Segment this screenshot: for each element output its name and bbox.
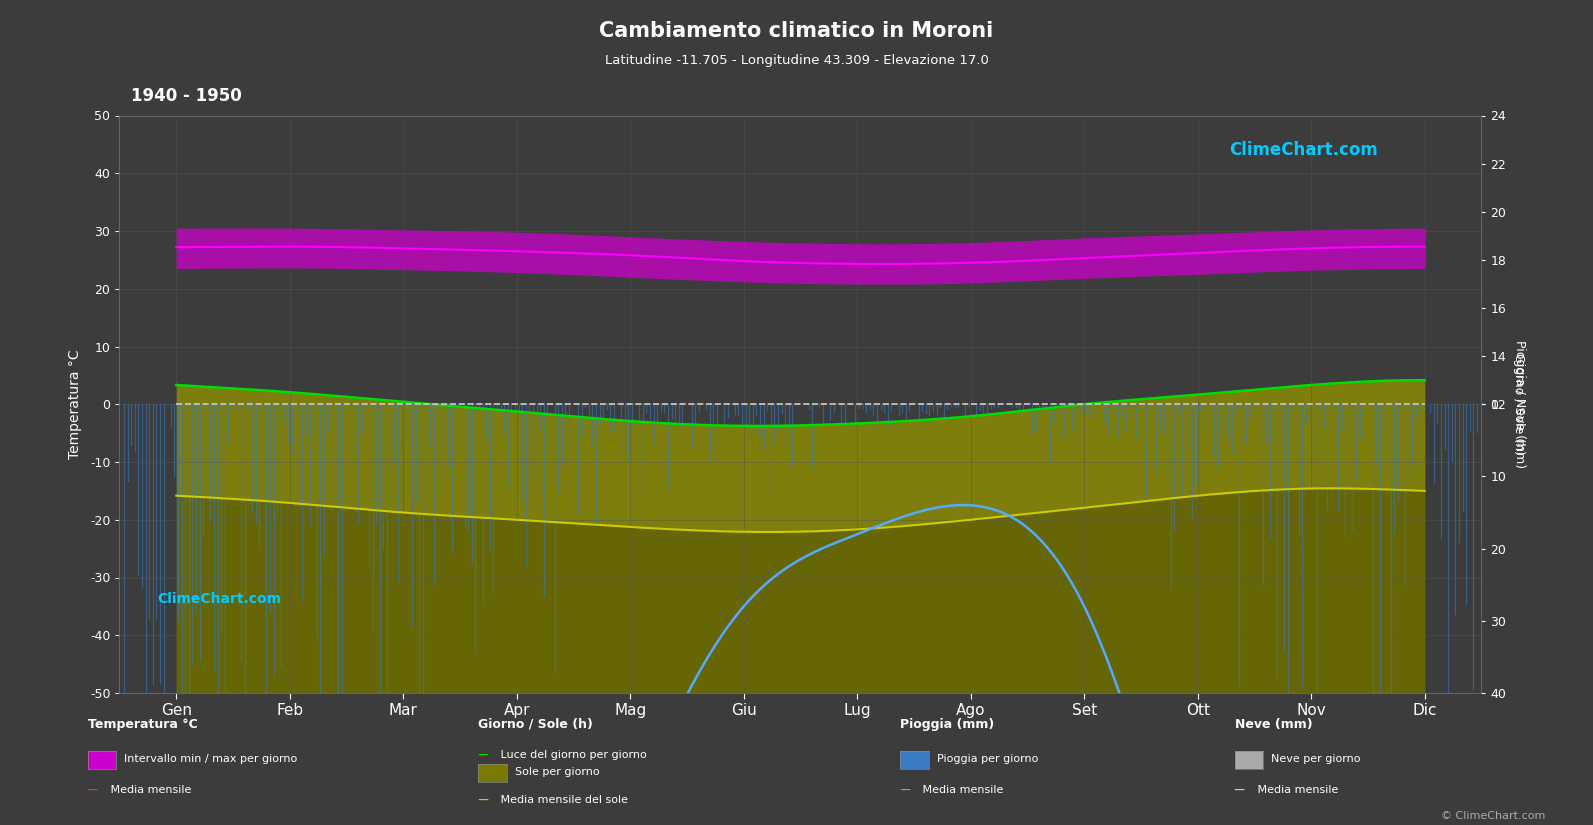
Text: ─: ─ (478, 793, 487, 808)
Text: Media mensile: Media mensile (919, 785, 1004, 795)
Text: 1940 - 1950: 1940 - 1950 (131, 87, 242, 105)
Text: ─: ─ (478, 747, 487, 762)
Text: Neve (mm): Neve (mm) (1235, 718, 1313, 731)
Text: Intervallo min / max per giorno: Intervallo min / max per giorno (124, 754, 298, 764)
Text: ─: ─ (1235, 783, 1244, 798)
Text: Sole per giorno: Sole per giorno (515, 767, 599, 777)
Y-axis label: Pioggia / Neve (mm): Pioggia / Neve (mm) (1513, 340, 1526, 469)
Text: ─: ─ (88, 783, 97, 798)
Text: Pioggia (mm): Pioggia (mm) (900, 718, 994, 731)
Y-axis label: Temperatura °C: Temperatura °C (67, 350, 81, 459)
Text: Giorno / Sole (h): Giorno / Sole (h) (478, 718, 593, 731)
Text: Pioggia per giorno: Pioggia per giorno (937, 754, 1039, 764)
Text: ─: ─ (900, 783, 910, 798)
Text: Media mensile: Media mensile (1254, 785, 1338, 795)
Text: © ClimeChart.com: © ClimeChart.com (1440, 811, 1545, 821)
Text: Luce del giorno per giorno: Luce del giorno per giorno (497, 750, 647, 760)
Text: Latitudine -11.705 - Longitudine 43.309 - Elevazione 17.0: Latitudine -11.705 - Longitudine 43.309 … (605, 54, 988, 67)
Text: Temperatura °C: Temperatura °C (88, 718, 198, 731)
Text: Cambiamento climatico in Moroni: Cambiamento climatico in Moroni (599, 21, 994, 40)
Text: Media mensile del sole: Media mensile del sole (497, 795, 628, 805)
Text: Neve per giorno: Neve per giorno (1271, 754, 1360, 764)
Text: ClimeChart.com: ClimeChart.com (158, 592, 282, 606)
Y-axis label: Giorno / Sole (h): Giorno / Sole (h) (1513, 353, 1526, 455)
Text: Media mensile: Media mensile (107, 785, 191, 795)
Text: ClimeChart.com: ClimeChart.com (1230, 142, 1378, 159)
